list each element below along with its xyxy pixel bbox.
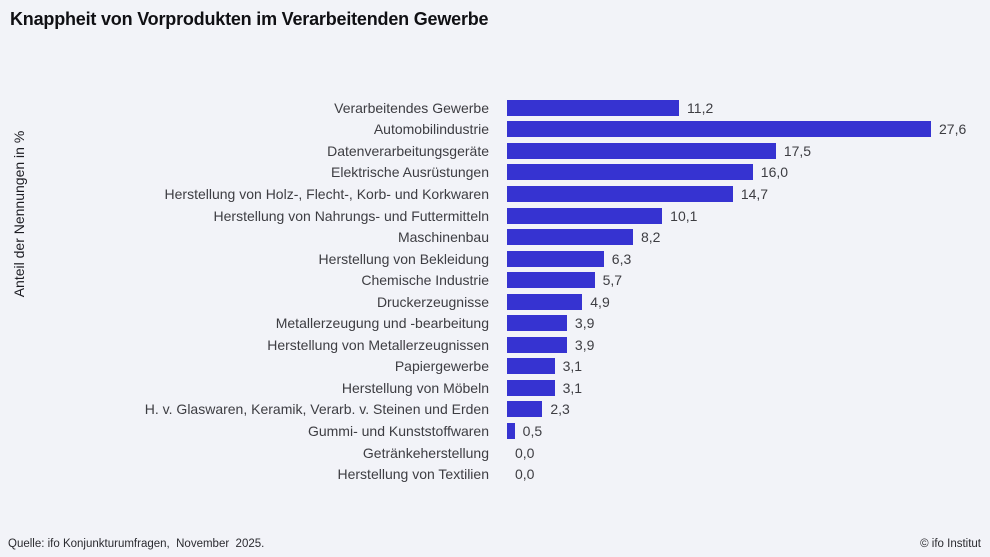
- bar-row: Herstellung von Textilien 0,0: [0, 463, 990, 485]
- value-label: 16,0: [760, 164, 789, 181]
- category-label: Maschinenbau: [397, 229, 489, 246]
- bar: [507, 293, 583, 310]
- value-label: 0,0: [515, 444, 535, 461]
- value-label: 8,2: [640, 229, 661, 246]
- bar-row: Herstellung von Nahrungs- und Futtermitt…: [0, 205, 990, 227]
- category-label: Verarbeitendes Gewerbe: [334, 99, 489, 116]
- bar-row: Elektrische Ausrüstungen 16,0: [0, 162, 990, 184]
- bar-area: 11,2: [507, 97, 713, 119]
- value-label: 3,9: [574, 336, 595, 353]
- bar-area: 3,9: [507, 312, 594, 334]
- bar-area: 6,3: [507, 248, 631, 270]
- category-label: Elektrische Ausrüstungen: [331, 164, 489, 181]
- category-label: H. v. Glaswaren, Keramik, Verarb. v. Ste…: [144, 401, 489, 418]
- bar-area: 27,6: [507, 119, 966, 141]
- value-label: 11,2: [687, 99, 714, 116]
- value-label: 6,3: [611, 250, 632, 267]
- bar-area: 3,9: [507, 334, 594, 356]
- bar: [507, 121, 931, 138]
- category-label: Getränkeherstellung: [362, 444, 489, 461]
- bar: [507, 250, 604, 267]
- bar-row: Herstellung von Holz-, Flecht-, Korb- un…: [0, 183, 990, 205]
- bar: [507, 229, 633, 246]
- bar: [507, 185, 733, 202]
- bar-row: Metallerzeugung und -bearbeitung 3,9: [0, 312, 990, 334]
- category-label: Papiergewerbe: [394, 358, 489, 375]
- bar: [507, 142, 776, 159]
- value-label: 0,0: [515, 466, 535, 483]
- bar: [507, 336, 567, 353]
- category-label: Herstellung von Textilien: [337, 466, 490, 483]
- value-label: 3,1: [562, 358, 583, 375]
- bar-area: 0,0: [507, 463, 534, 485]
- bar: [507, 401, 543, 418]
- value-label: 3,1: [562, 379, 583, 396]
- bar-area: 5,7: [507, 269, 622, 291]
- category-label: Herstellung von Möbeln: [341, 379, 489, 396]
- bar-area: 17,5: [507, 140, 811, 162]
- chart-title: Knappheit von Vorprodukten im Verarbeite…: [10, 9, 489, 29]
- bar: [507, 164, 753, 181]
- bar-row: Datenverarbeitungsgeräte 17,5: [0, 140, 990, 162]
- value-label: 2,3: [550, 401, 570, 418]
- category-label: Herstellung von Nahrungs- und Futtermitt…: [213, 207, 489, 224]
- bar-row: Chemische Industrie 5,7: [0, 269, 990, 291]
- bar-area: 4,9: [507, 291, 610, 313]
- bar-row: Herstellung von Metallerzeugnissen 3,9: [0, 334, 990, 356]
- bar-area: 2,3: [507, 399, 570, 421]
- bar: [507, 422, 515, 439]
- value-label: 14,7: [740, 185, 769, 202]
- value-label: 4,9: [590, 293, 610, 310]
- category-label: Chemische Industrie: [361, 272, 489, 289]
- bar-chart-rows: Verarbeitendes Gewerbe 11,2 Automobilindus…: [0, 97, 990, 485]
- bar: [507, 99, 680, 116]
- bar-area: 0,5: [507, 420, 542, 442]
- bar-row: Maschinenbau 8,2: [0, 226, 990, 248]
- copyright-note: © ifo Institut: [920, 538, 981, 550]
- bar-row: Gummi- und Kunststoffwaren 0,5: [0, 420, 990, 442]
- category-label: Metallerzeugung und -bearbeitung: [275, 315, 489, 332]
- bar-area: 16,0: [507, 162, 788, 184]
- bar-row: Herstellung von Bekleidung 6,3: [0, 248, 990, 270]
- bar: [507, 272, 595, 289]
- bar-area: 8,2: [507, 226, 660, 248]
- bar-row: Verarbeitendes Gewerbe 11,2: [0, 97, 990, 119]
- bar-row: Herstellung von Möbeln 3,1: [0, 377, 990, 399]
- category-label: Herstellung von Metallerzeugnissen: [267, 336, 489, 353]
- source-note: Quelle: ifo Konjunkturumfragen, November…: [8, 538, 265, 550]
- bar-area: 14,7: [507, 183, 768, 205]
- value-label: 5,7: [602, 272, 623, 289]
- category-label: Gummi- und Kunststoffwaren: [307, 422, 489, 439]
- bar-row: Papiergewerbe 3,1: [0, 356, 990, 378]
- value-label: 27,6: [939, 121, 967, 138]
- bar: [507, 358, 555, 375]
- bar: [507, 207, 663, 224]
- bar-row: Automobilindustrie 27,6: [0, 119, 990, 141]
- bar-area: 10,1: [507, 205, 697, 227]
- bar-row: Druckerzeugnisse 4,9: [0, 291, 990, 313]
- category-label: Automobilindustrie: [373, 121, 489, 138]
- category-label: Datenverarbeitungsgeräte: [327, 142, 489, 159]
- bar-area: 0,0: [507, 442, 534, 464]
- category-label: Herstellung von Holz-, Flecht-, Korb- un…: [164, 185, 489, 202]
- bar-row: H. v. Glaswaren, Keramik, Verarb. v. Ste…: [0, 399, 990, 421]
- bar: [507, 315, 567, 332]
- bar: [507, 379, 555, 396]
- value-label: 0,5: [522, 422, 543, 439]
- value-label: 3,9: [574, 315, 595, 332]
- category-label: Herstellung von Bekleidung: [318, 250, 489, 267]
- bar-row: Getränkeherstellung 0,0: [0, 442, 990, 464]
- category-label: Druckerzeugnisse: [376, 293, 489, 310]
- value-label: 10,1: [670, 207, 698, 224]
- bar-area: 3,1: [507, 377, 582, 399]
- bar-area: 3,1: [507, 356, 582, 378]
- value-label: 17,5: [783, 142, 812, 159]
